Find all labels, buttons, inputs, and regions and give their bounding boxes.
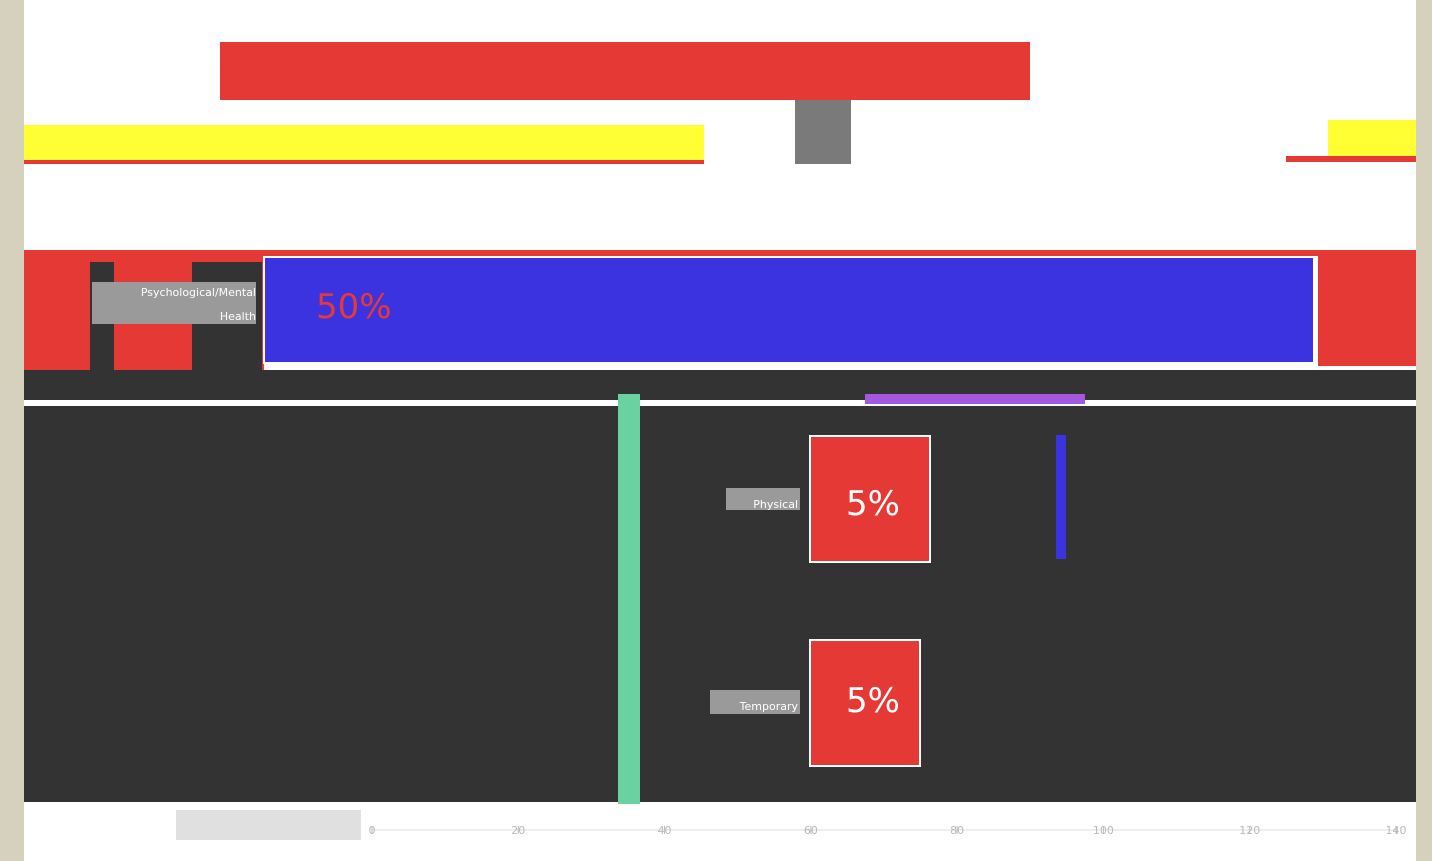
x-tick-label-0: 0 [369,824,376,837]
chart-background [24,0,1416,861]
glitch-line-red-mid [24,250,1416,256]
bar-2 [809,639,921,767]
category-label-1: Physical [753,498,798,511]
category-label-box-1 [726,488,800,510]
category-label-box-0 [92,282,256,324]
glitch-gray-box [176,810,361,840]
glitch-band-top-red [220,42,1030,100]
category-label-box-2 [710,690,800,714]
glitch-green-stripe [618,394,640,804]
x-tick-label-7: 140 [1386,824,1407,837]
bar-0 [263,256,1315,364]
category-label-0-line-0: Psychological/Mental [141,286,256,299]
x-tick-label-2: 40 [658,824,672,837]
category-label-0-line-1: Health [220,310,256,323]
bar-1 [809,435,931,563]
glitch-purple-strip [865,394,1085,404]
x-tick-label-5: 100 [1093,824,1114,837]
x-tick-label-4: 80 [950,824,964,837]
x-tick-label-3: 60 [804,824,818,837]
x-axis: 0 20 40 60 80 100 120 140 [369,824,1407,837]
plot-background-dark [24,406,1416,802]
x-tick-label-1: 20 [511,824,525,837]
bars-layer: Psychological/Mental Health 50% Physical 5% T… [92,256,1315,767]
glitch-band-yellow-right [1328,120,1416,156]
glitch-line-red [24,160,704,164]
glitch-dark-strip [24,370,1416,400]
glitch-blue-stub [1056,435,1066,559]
value-label-1: 5% [846,484,900,524]
x-tick-label-6: 120 [1239,824,1260,837]
glitch-line-red-right [1286,156,1416,162]
glitch-stripes [795,100,851,164]
value-label-2: 5% [846,681,900,721]
glitch-block-right [1318,256,1416,366]
category-label-2: Temporary [739,700,799,713]
glitch-band-yellow [24,125,704,163]
value-label-0: 50% [316,287,392,327]
